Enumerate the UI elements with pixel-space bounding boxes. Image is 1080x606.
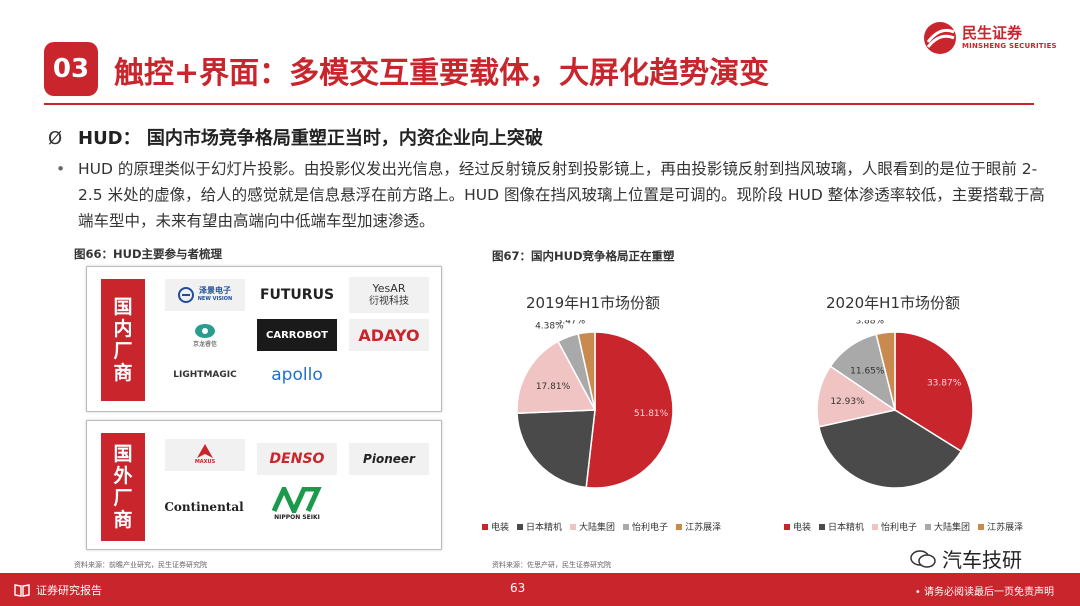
legend-label: 怡利电子 <box>881 523 918 533</box>
fig67-source: 资料来源：佐思产研，民生证券研究院 <box>492 561 611 569</box>
legend-swatch <box>978 523 985 530</box>
foreign-label: 国外厂商 <box>101 433 145 541</box>
legend-label: 电装 <box>491 523 510 533</box>
pie-label-1-4: 3.88% <box>855 320 884 327</box>
section-badge: 03 <box>44 42 98 96</box>
body-paragraph: • HUD 的原理类似于幻灯片投影。由投影仪发出光信息，经过反射镜反射到投影镜上… <box>56 156 1056 234</box>
fig67-label: 图67：国内HUD竞争格局正在重塑 <box>492 249 675 263</box>
legend-swatch <box>784 523 790 530</box>
paragraph-text: HUD 的原理类似于幻灯片投影。由投影仪发出光信息，经过反射镜反射到投影镜上，再… <box>78 160 1045 230</box>
legend-label: 大陆集团 <box>934 523 971 533</box>
pie-label-1-3: 11.65% <box>850 366 885 376</box>
domestic-label: 国内厂商 <box>101 279 145 401</box>
legend-swatch <box>482 523 488 530</box>
legend-swatch <box>872 523 879 530</box>
adayo-logo: ADAYO <box>349 319 429 351</box>
section-heading: Ø HUD： 国内市场竞争格局重塑正当时，内资企业向上突破 <box>48 124 543 150</box>
pie-label-0-0: 51.81% <box>634 409 669 419</box>
pie-label-0-3: 4.38% <box>535 322 564 332</box>
legend-label: 电装 <box>793 523 812 533</box>
page-title: 触控+界面：多模交互重要载体，大屏化趋势演变 <box>114 56 770 91</box>
pie-slice-1-2 <box>816 365 897 428</box>
denso-logo: DENSO <box>257 443 337 475</box>
brand-name-cn: 民生证券 <box>962 24 1023 42</box>
minsheng-logo-icon <box>924 22 956 54</box>
watermark-text: 汽车技研 <box>942 548 1022 572</box>
pie-2019-title: 2019年H1市场份额 <box>526 294 660 312</box>
pie-slice-0-4 <box>577 331 596 411</box>
pie-label-0-2: 17.81% <box>536 382 571 392</box>
brand-name-en: MINSHENG SECURITIES <box>962 42 1057 50</box>
foreign-vendors-box: 国外厂商 MAXUS DENSO Pioneer Continental NIP… <box>86 420 442 550</box>
pie-2020-legend: 电装 日本精机 怡利电子 大陆集团 江苏展泽 <box>784 520 1023 533</box>
legend-item-1-1: 日本精机 <box>819 520 864 533</box>
legend-label: 江苏展泽 <box>685 523 722 533</box>
newvision-icon <box>177 287 194 303</box>
apollo-logo: apollo <box>271 365 323 385</box>
page-number: 63 <box>510 581 526 595</box>
fig66-source: 资料来源：前瞻产业研究，民生证券研究院 <box>74 561 207 569</box>
brand: 民生证券 MINSHENG SECURITIES <box>922 18 1057 58</box>
lightmagic-logo: LIGHTMAGIC <box>173 370 237 380</box>
legend-label: 怡利电子 <box>632 523 669 533</box>
heading-text: HUD： 国内市场竞争格局重塑正当时，内资企业向上突破 <box>78 128 543 149</box>
legend-item-1-0: 电装 <box>784 520 811 533</box>
legend-swatch <box>570 523 577 530</box>
footer-left: 证券研究报告 <box>14 582 102 598</box>
legend-item-0-4: 江苏展泽 <box>676 520 721 533</box>
legend-swatch <box>517 523 524 530</box>
legend-item-1-2: 怡利电子 <box>872 520 917 533</box>
legend-swatch <box>925 523 932 530</box>
heading-mark: Ø <box>48 128 63 149</box>
nippon-seiki-logo: NIPPON SEIKI <box>253 485 341 525</box>
fig66-label: 图66：HUD主要参与者梳理 <box>74 247 223 261</box>
legend-swatch <box>623 523 630 530</box>
pie-label-1-2: 12.93% <box>830 397 865 407</box>
legend-label: 大陆集团 <box>579 523 616 533</box>
jingwei-logo: 京龙睿信 <box>165 319 245 351</box>
legend-item-1-4: 江苏展泽 <box>978 520 1023 533</box>
maxus-icon <box>197 444 213 458</box>
pie-slice-0-2 <box>516 340 597 415</box>
continental-logo: Continental <box>164 500 244 514</box>
bullet-dot: • <box>56 160 66 178</box>
pie-2019-legend: 电装 日本精机 大陆集团 怡利电子 江苏展泽 <box>482 520 721 533</box>
watermark: 汽车技研 <box>910 544 1022 573</box>
legend-item-0-0: 电装 <box>482 520 509 533</box>
futurus-logo: FUTURUS <box>259 287 335 303</box>
yesar-logo: YesAR 衍视科技 <box>349 277 429 313</box>
pie-slice-0-0 <box>585 331 674 489</box>
legend-item-0-2: 大陆集团 <box>570 520 615 533</box>
pie-slice-1-4 <box>875 331 896 411</box>
pie-slice-1-1 <box>817 409 963 489</box>
legend-item-0-1: 日本精机 <box>517 520 562 533</box>
pie-2020-title: 2020年H1市场份额 <box>826 294 960 312</box>
legend-label: 日本精机 <box>526 523 563 533</box>
jingwei-icon <box>195 323 215 338</box>
legend-label: 江苏展泽 <box>987 523 1024 533</box>
legend-label: 日本精机 <box>828 523 865 533</box>
book-icon <box>14 584 30 597</box>
newvision-logo: 泽景电子 NEW VISION <box>165 279 245 311</box>
footer-bar: 证券研究报告 63 • 请务必阅读最后一页免责声明 <box>0 573 1080 606</box>
domestic-vendors-box: 国内厂商 泽景电子 NEW VISION FUTURUS YesAR 衍视科技 … <box>86 266 442 412</box>
pie-slice-0-1 <box>516 409 596 489</box>
pioneer-logo: Pioneer <box>349 443 429 475</box>
pie-label-0-4: 3.47% <box>557 320 586 327</box>
legend-item-0-3: 怡利电子 <box>623 520 668 533</box>
pie-chart-2020: 33.87% 12.93% 11.65% 3.88% <box>816 320 974 489</box>
maxus-logo: MAXUS <box>165 439 245 471</box>
title-divider <box>44 103 1034 105</box>
footer-left-text: 证券研究报告 <box>36 584 102 597</box>
pie-label-1-0: 33.87% <box>927 379 962 389</box>
legend-item-1-3: 大陆集团 <box>925 520 970 533</box>
carrobot-logo: CARROBOT <box>257 319 337 351</box>
legend-swatch <box>676 523 683 530</box>
wechat-icon <box>910 549 936 568</box>
legend-swatch <box>819 523 826 530</box>
footer-disclaimer: • 请务必阅读最后一页免责声明 <box>914 587 1054 598</box>
nippon-seiki-icon <box>272 487 322 513</box>
pie-chart-2019: 51.81% 17.81% 4.38%3.47% <box>516 320 674 489</box>
